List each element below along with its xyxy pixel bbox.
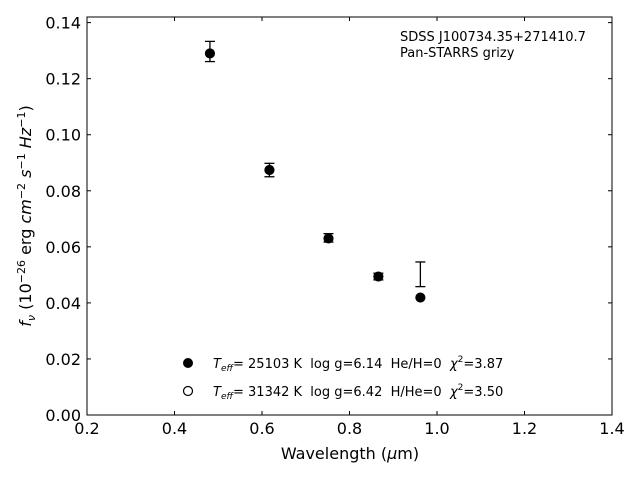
y-tick-label: 0.00 [45,406,81,425]
model-point [323,233,334,244]
model-point [415,292,426,303]
x-tick-label: 1.0 [424,419,449,438]
legend-marker-open [182,385,194,397]
legend-entry-2: Teff= 31342 K log g=6.42 H/He=0 χ2=3.50 [213,383,503,402]
y-tick-label: 0.04 [45,294,81,313]
y-axis-label: fν (10−26 erg cm−2 s−1 Hz−1) [15,105,38,326]
x-tick-label: 1.2 [512,419,537,438]
legend-marker-filled [183,358,193,368]
annotation-survey: Pan-STARRS grizy [400,46,515,61]
data-marks [204,40,426,303]
y-tick-label: 0.14 [45,14,81,33]
x-tick-label: 0.4 [162,419,187,438]
x-axis-label: Wavelength (μm) [281,444,419,463]
x-tick-label: 0.6 [249,419,274,438]
x-tick-label: 1.4 [599,419,624,438]
y-tick-label: 0.02 [45,350,81,369]
legend-entry-1: Teff= 25103 K log g=6.14 He/H=0 χ2=3.87 [213,355,503,374]
plot-frame [86,16,613,416]
x-tick-label: 0.2 [74,419,99,438]
axis-ticks: 0.2 0.4 0.6 0.8 1.0 1.2 1.4 0.00 0.02 0.04 0.06 0.0… [45,14,624,438]
y-tick-label: 0.06 [45,238,81,257]
legend: Teff= 25103 K log g=6.14 He/H=0 χ2=3.87 … [182,355,503,402]
model-point [204,48,216,59]
y-tick-label: 0.10 [45,126,81,145]
model-point [264,164,275,176]
model-point [373,271,384,282]
annotation-object-name: SDSS J100734.35+271410.7 [400,30,586,45]
y-tick-label: 0.08 [45,182,81,201]
y-tick-label: 0.12 [45,70,81,89]
x-tick-label: 0.8 [337,419,362,438]
